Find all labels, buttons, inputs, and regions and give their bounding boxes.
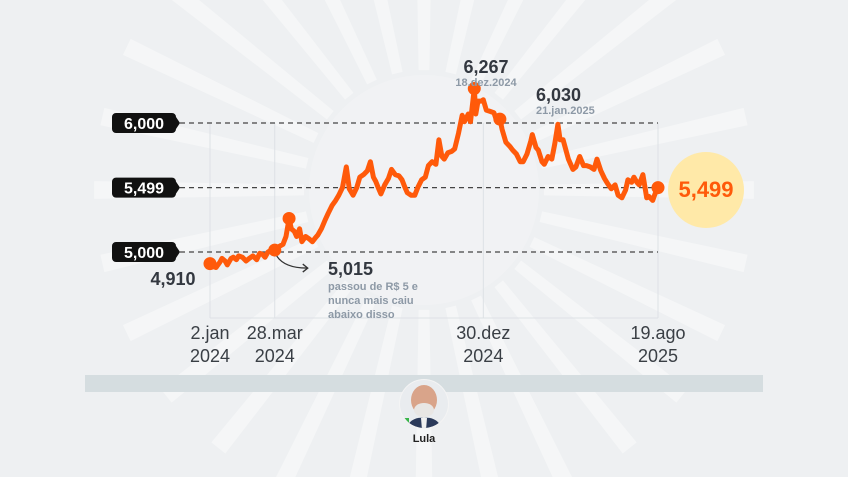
sunburst-ray <box>514 260 688 403</box>
sunburst-ray <box>529 38 726 143</box>
annotation-note: nunca mais caiu <box>328 295 414 307</box>
reference-label-pill: 6,000 <box>112 113 180 133</box>
sunburst-ray <box>373 0 403 75</box>
reference-label-pill: 5,499 <box>112 177 180 198</box>
annotation-value: 5,015 <box>328 259 373 279</box>
reference-lines: 6,000 5,499 5,000 <box>112 113 658 262</box>
x-tick-year: 2024 <box>255 346 295 366</box>
arrowhead-icon <box>302 263 309 273</box>
sunburst-ray <box>514 0 677 120</box>
annotation-dot <box>651 181 665 195</box>
sunburst-ray <box>324 0 377 85</box>
annotation-dot <box>282 211 296 225</box>
arrow-icon <box>276 255 307 269</box>
x-tick-year: 2025 <box>638 346 678 366</box>
reference-label: 6,000 <box>124 116 164 133</box>
sunburst-ray <box>529 237 726 342</box>
president-avatar <box>399 379 449 429</box>
reference-label: 5,000 <box>124 245 164 262</box>
series-layer <box>207 86 661 270</box>
annotation-note: 18.dez.2024 <box>455 77 517 89</box>
annotation-value: 6,267 <box>463 57 508 77</box>
x-axis-ticks: 2.jan 2024 28.mar 2024 30.dez 2024 19.ago 2025 <box>190 323 686 366</box>
sunburst-ray <box>494 280 637 454</box>
annotation-note: abaixo disso <box>328 309 395 321</box>
annotation-dot <box>203 257 217 271</box>
annotation-value: 6,030 <box>536 85 581 105</box>
annotations-layer: 4,910 5,015 passou de R$ 5 e nunca mais cai… <box>150 57 744 321</box>
reference-label-pill: 5,000 <box>112 242 180 262</box>
sunburst-ray <box>417 0 431 71</box>
sunburst-ray <box>539 107 748 169</box>
annotation: 5,499 <box>651 152 744 228</box>
sunburst-ray <box>171 0 334 120</box>
date-guide-lines <box>209 123 659 319</box>
reference-label: 5,499 <box>124 181 164 198</box>
annotation-note: 21.jan.2025 <box>536 105 595 117</box>
annotation-dot <box>467 82 481 96</box>
annotation-value: 5,499 <box>678 177 733 202</box>
sunburst-ray <box>539 211 748 273</box>
sunburst-ray <box>160 260 334 403</box>
x-tick-year: 2024 <box>463 346 503 366</box>
sunburst-ray <box>471 0 524 85</box>
x-tick-label: 19.ago <box>630 323 685 343</box>
annotation: 4,910 <box>150 257 217 289</box>
annotation-note: passou de R$ 5 e <box>328 281 418 293</box>
x-tick-label: 30.dez <box>456 323 510 343</box>
sunburst-ray <box>262 0 354 100</box>
sunburst-ray <box>122 38 319 143</box>
annotation <box>282 211 296 225</box>
x-tick-label: 2.jan <box>190 323 229 343</box>
x-tick-label: 28.mar <box>247 323 303 343</box>
annotation-value: 4,910 <box>150 269 195 289</box>
highlight-circle <box>668 152 744 228</box>
sunburst-ray <box>494 0 586 100</box>
series-line <box>207 86 661 270</box>
annotation: 5,015 passou de R$ 5 e nunca mais caiu abai… <box>268 243 418 321</box>
annotation-dot <box>493 112 507 126</box>
sunburst-ray <box>122 237 319 342</box>
sunburst-ray <box>445 0 475 75</box>
president-name: Lula <box>413 433 436 445</box>
sunburst-ray <box>211 280 354 454</box>
sunburst-center <box>309 75 539 305</box>
annotation-dot <box>268 243 282 257</box>
x-tick-year: 2024 <box>190 346 230 366</box>
